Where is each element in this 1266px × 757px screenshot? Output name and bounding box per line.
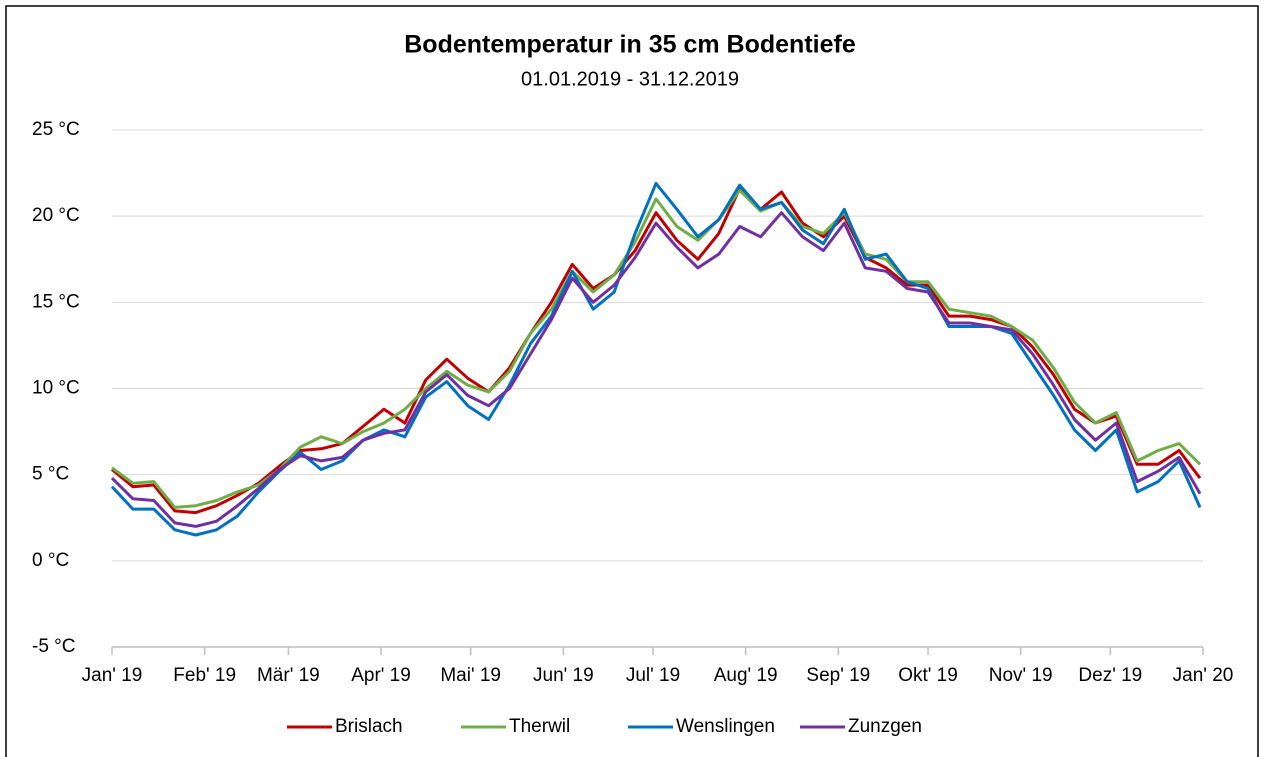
x-tick-label: Nov' 19 <box>989 665 1053 686</box>
chart-border <box>5 5 1259 757</box>
x-tick-label: Sep' 19 <box>806 665 870 686</box>
y-tick-label: 20 °C <box>32 205 80 226</box>
x-tick-label: Apr' 19 <box>351 665 411 686</box>
y-tick-label: 0 °C <box>32 550 69 571</box>
x-tick-label: Jan' 19 <box>82 665 143 686</box>
legend-label: Zunzgen <box>848 716 922 737</box>
legend-label: Therwil <box>509 716 570 737</box>
x-tick-label: Jun' 19 <box>533 665 594 686</box>
x-tick-label: Mai' 19 <box>440 665 501 686</box>
chart-title: Bodentemperatur in 35 cm Bodentiefe <box>404 31 856 59</box>
x-tick-label: Mär' 19 <box>257 665 320 686</box>
y-tick-label: 10 °C <box>32 378 80 399</box>
series-line <box>111 188 1202 509</box>
x-tick-label: Feb' 19 <box>173 665 236 686</box>
x-tick-label: Aug' 19 <box>714 665 778 686</box>
legend-label: Wenslingen <box>676 716 775 737</box>
y-tick-label: 15 °C <box>32 291 80 312</box>
x-tick-label: Okt' 19 <box>898 665 958 686</box>
x-tick-label: Jan' 20 <box>1173 665 1234 686</box>
legend-label: Brislach <box>335 716 403 737</box>
x-tick-label: Jul' 19 <box>626 665 680 686</box>
series-line <box>110 211 1202 528</box>
x-tick-label: Dez' 19 <box>1078 665 1142 686</box>
chart-subtitle: 01.01.2019 - 31.12.2019 <box>521 68 739 90</box>
y-tick-label: 25 °C <box>32 119 80 140</box>
y-tick-label: 5 °C <box>32 464 69 485</box>
y-tick-label: -5 °C <box>32 636 76 657</box>
